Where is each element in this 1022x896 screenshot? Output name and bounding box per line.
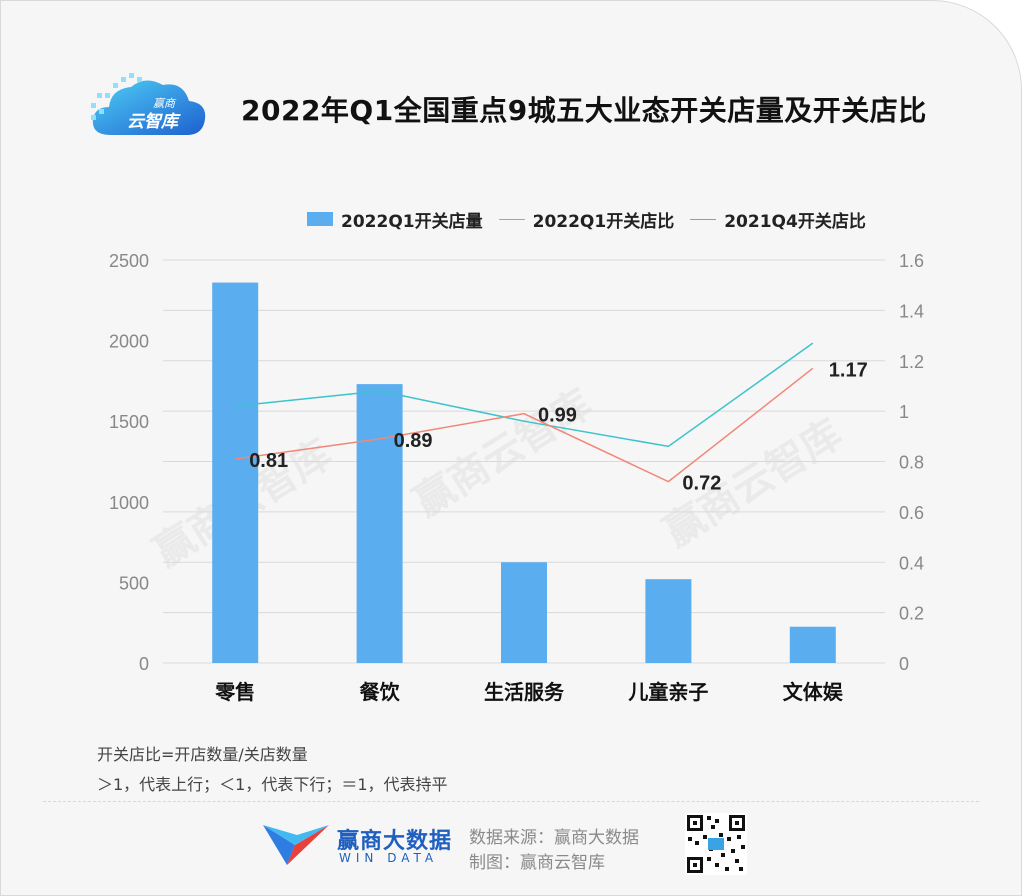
qr-code-icon (685, 813, 747, 875)
legend-swatch-bar (307, 212, 333, 226)
y-left-tick-label: 2000 (109, 332, 149, 352)
legend-item-line-2021q4: 2021Q4开关店比 (690, 207, 866, 232)
y-right-tick-label: 0.8 (899, 453, 924, 473)
made-by: 制图：赢商云智库 (469, 853, 605, 873)
y-right-tick-label: 0.2 (899, 604, 924, 624)
legend-item-bar: 2022Q1开关店量 (307, 207, 483, 232)
bar (356, 384, 403, 663)
legend-swatch-line (498, 218, 525, 220)
chart-title: 2022年Q1全国重点9城五大业态开关店量及开关店比 (241, 94, 927, 127)
x-category-label: 餐饮 (360, 680, 401, 704)
note-explanation: ＞1，代表上行；＜1，代表下行；＝1，代表持平 (97, 775, 448, 794)
x-category-label: 文体娱 (783, 680, 844, 704)
svg-text:云智库: 云智库 (127, 112, 181, 132)
data-label: 0.99 (538, 405, 577, 427)
x-category-label: 儿童亲子 (627, 680, 708, 704)
legend-item-line-2022q1: 2022Q1开关店比 (498, 207, 675, 232)
series-line (235, 342, 814, 448)
footer-divider (43, 801, 979, 802)
legend-swatch-line (690, 218, 717, 220)
svg-text:赢商: 赢商 (153, 97, 177, 110)
y-left-tick-label: 1000 (109, 493, 149, 513)
bar (501, 562, 547, 663)
y-right-tick-label: 1.2 (899, 352, 924, 372)
brand-name-cn: 赢商大数据 (337, 829, 453, 854)
data-label: 0.89 (394, 430, 433, 452)
legend-label: 2022Q1开关店比 (532, 211, 675, 232)
legend-label: 2021Q4开关店比 (724, 211, 866, 232)
legend: 2022Q1开关店量 2022Q1开关店比 2021Q4开关店比 (307, 206, 882, 232)
y-left-tick-label: 500 (119, 573, 149, 593)
chart-plot: 0500100015002000250000.20.40.60.811.21.4… (109, 251, 924, 704)
y-right-tick-label: 0 (899, 654, 909, 674)
x-category-label: 零售 (214, 680, 255, 704)
y-left-tick-label: 0 (139, 654, 149, 674)
y-right-tick-label: 0.6 (899, 503, 924, 523)
y-right-tick-label: 1.6 (899, 251, 924, 271)
brand-name-en: WIN DATA (339, 851, 439, 865)
y-right-tick-label: 1.4 (899, 301, 924, 321)
data-label: 0.72 (682, 473, 721, 495)
x-category-label: 生活服务 (484, 680, 565, 704)
bar (789, 626, 836, 663)
y-right-tick-label: 0.4 (899, 553, 924, 573)
y-left-tick-label: 2500 (109, 251, 149, 271)
data-label: 0.81 (249, 450, 288, 472)
y-left-tick-label: 1500 (109, 412, 149, 432)
legend-label: 2022Q1开关店量 (341, 211, 483, 232)
bar (645, 579, 692, 663)
cloud-logo: 赢商 云智库 (91, 73, 206, 135)
bar (212, 282, 259, 663)
data-source: 数据来源：赢商大数据 (469, 828, 639, 848)
y-right-tick-label: 1 (899, 402, 909, 422)
note-definition: 开关店比=开店数量/关店数量 (97, 745, 308, 764)
data-label: 1.17 (829, 359, 868, 381)
series-line (235, 367, 814, 483)
windata-logo (263, 825, 329, 865)
